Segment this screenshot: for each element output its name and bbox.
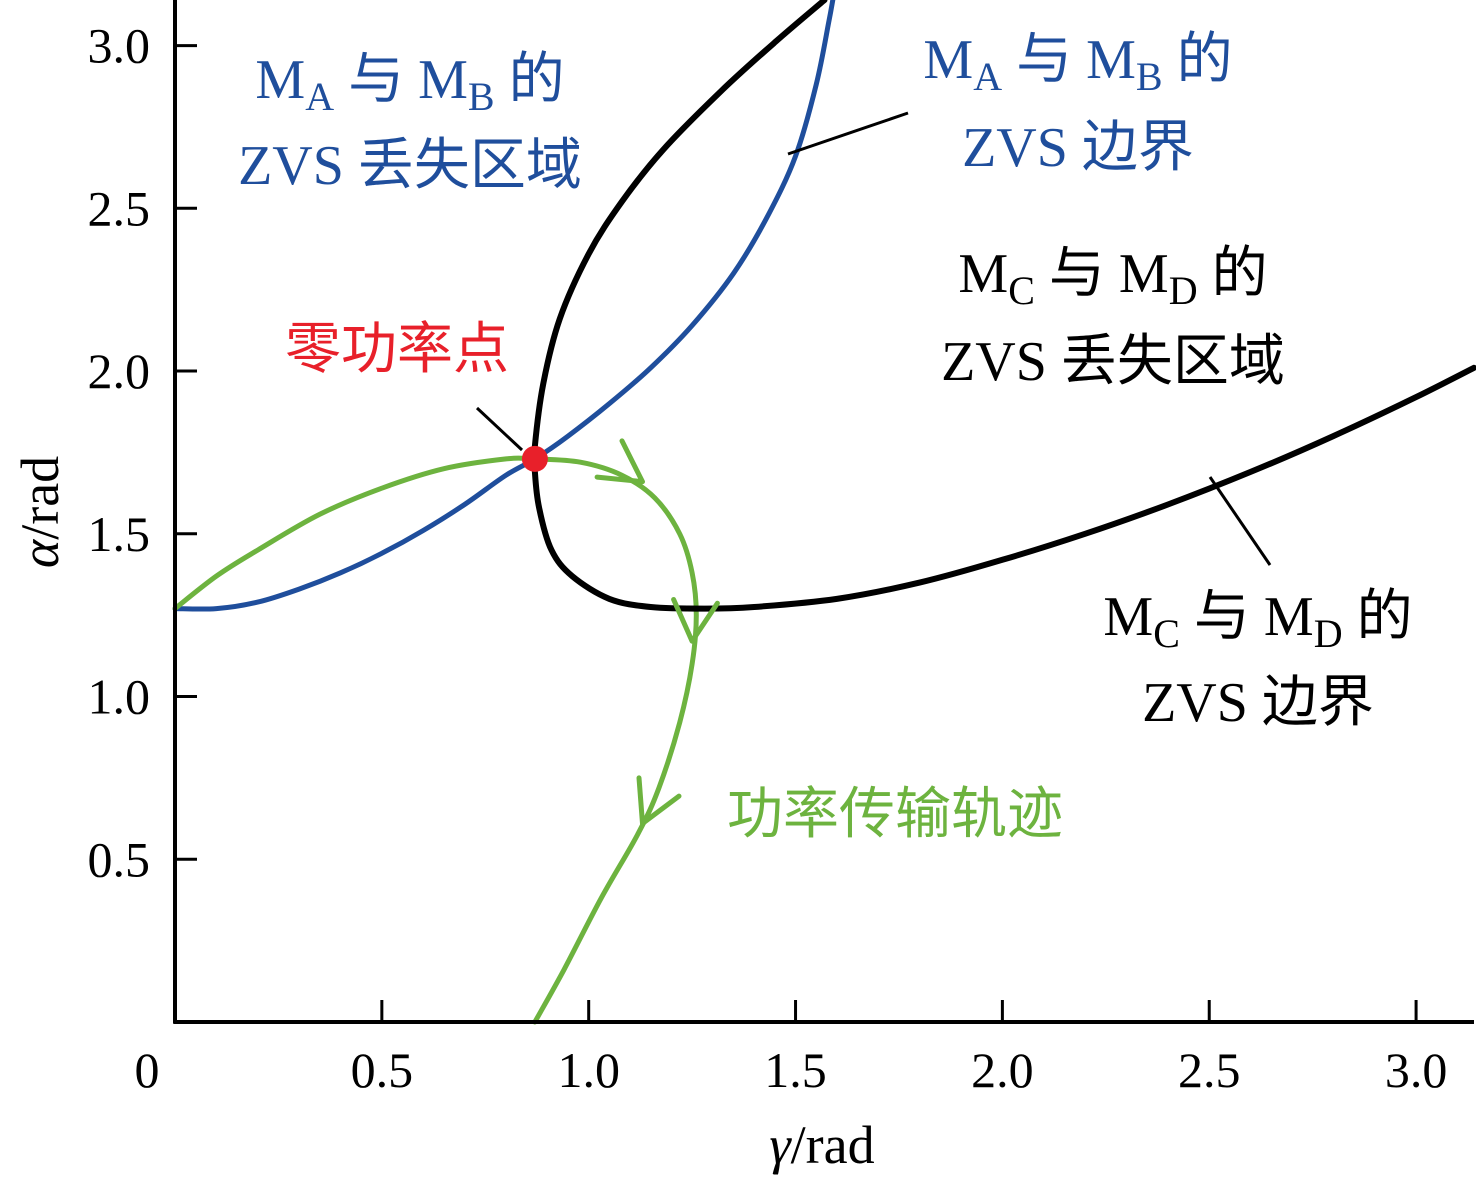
annotation-text-part: M [418,49,468,111]
annotation-text-part: M [1086,29,1136,91]
x-tick-label-2: 1.0 [557,1042,620,1098]
y-tick-label-0: 0.5 [88,831,151,887]
trajectory-arrow-1 [594,438,645,485]
x-tick-label-3: 1.5 [764,1042,827,1098]
curves-layer [172,0,1476,1025]
annotation-ab-boundary-label-line-2: ZVS 边界 [962,117,1194,179]
series-power-trajectory [172,455,699,1025]
trajectory-arrow-2 [671,597,720,644]
y-tick-label-2: 1.5 [88,506,151,562]
x-tick-label-4: 2.0 [971,1042,1034,1098]
annotation-ab-boundary-label-line-1: MA 与 MB 的 [923,29,1232,99]
annotation-subscript: D [1314,611,1343,656]
annotation-text-part: M [958,243,1008,305]
annotation-text-part: M [1119,243,1169,305]
leader-lines-layer [475,111,1272,566]
leader-zero-point [475,406,524,452]
x-axis-unit: /rad [791,1115,875,1175]
x-axis-var: γ [769,1115,792,1175]
annotation-subscript: A [305,74,334,119]
annotation-text-part: 与 [1002,29,1086,91]
annotation-subscript: B [468,74,495,119]
y-axis-unit: /rad [10,456,70,540]
annotation-text-part: 与 [1035,243,1119,305]
annotation-text-part: 的 [1343,586,1413,648]
annotation-text-part: 的 [1198,243,1268,305]
labels-layer: 0 0.5 1.0 1.5 2.0 2.5 3.0 0.5 1.0 1.5 2.0 2.5 3.0 γ/r… [10,18,1447,1175]
annotation-cd-lost-line-1: MC 与 MD 的 [958,243,1267,313]
annotation-subscript: C [1008,268,1035,313]
y-axis-var: α [10,538,70,568]
ticks-layer [175,44,1418,1022]
y-tick-label-3: 2.0 [88,343,151,399]
x-tick-label-5: 2.5 [1178,1042,1241,1098]
zero-power-point [521,445,548,472]
annotation-text-part: 与 [1180,586,1264,648]
leader-cd-boundary [1208,476,1272,566]
annotation-cd-lost-line-2: ZVS 丢失区域 [941,331,1285,393]
annotation-ab-lost-line-2: ZVS 丢失区域 [238,135,582,197]
annotation-traj-label-line-1: 功率传输轨迹 [727,784,1063,846]
x-tick-label-0: 0 [135,1042,160,1098]
y-tick-label-1: 1.0 [88,669,151,725]
annotation-text-part: M [1103,586,1153,648]
annotation-text-part: M [923,29,973,91]
annotation-ab-lost-line-1: MA 与 MB 的 [255,49,564,119]
trajectory-arrow-3 [636,775,682,826]
x-tick-label-1: 0.5 [351,1042,414,1098]
series-cd-boundary [531,0,1476,612]
annotation-subscript: A [973,54,1002,99]
y-tick-label-5: 3.0 [88,18,151,74]
annotation-cd-boundary-label-line-2: ZVS 边界 [1142,672,1374,734]
annotation-text-part: M [255,49,305,111]
y-axis-label: α/rad [10,456,70,568]
annotation-text-part: M [1264,586,1314,648]
annotation-zero-point-label-line-1: 零功率点 [285,319,509,381]
series-ab-boundary [172,0,836,612]
annotation-subscript: D [1169,268,1198,313]
annotation-text-part: 的 [1163,29,1233,91]
x-tick-label-6: 3.0 [1385,1042,1448,1098]
annotation-subscript: B [1136,54,1163,99]
annotation-text-part: 与 [334,49,418,111]
annotation-subscript: C [1153,611,1180,656]
annotation-cd-boundary-label-line-1: MC 与 MD 的 [1103,586,1412,656]
annotation-text-part: 的 [495,49,565,111]
x-axis-label: γ/rad [769,1115,874,1175]
leader-ab-boundary [787,111,909,156]
axes-layer [173,0,1474,1024]
y-tick-label-4: 2.5 [88,180,151,236]
